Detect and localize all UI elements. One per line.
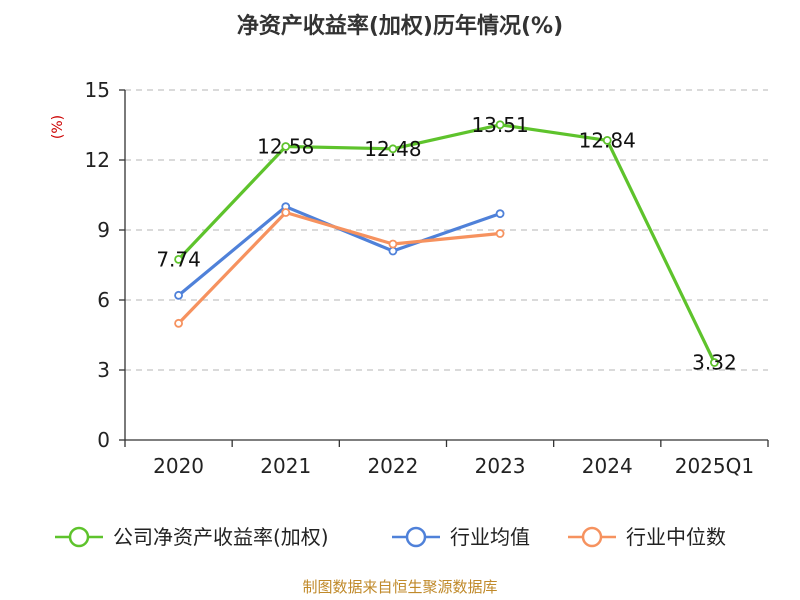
x-tick-label: 2020 (153, 454, 204, 478)
series-line (176, 205, 502, 297)
x-tick-label: 2025Q1 (675, 454, 754, 478)
legend-marker-icon (68, 526, 90, 548)
series-line (176, 123, 717, 365)
series-line (176, 210, 502, 325)
legend-item[interactable]: 行业均值 (392, 525, 530, 549)
y-tick-label: 0 (97, 428, 110, 452)
chart-title: 净资产收益率(加权)历年情况(%) (237, 13, 563, 39)
data-point (174, 290, 183, 300)
data-point (174, 254, 183, 264)
data-point (388, 246, 398, 256)
data-label: 12.84 (579, 128, 636, 152)
axes: 0 3 6 9 12 15 2020 2021 2022 2023 2024 2025Q1 (85, 78, 769, 478)
data-point (281, 142, 291, 151)
x-tick-label: 2021 (260, 454, 311, 478)
legend-label: 公司净资产收益率(加权) (113, 525, 329, 549)
data-point (388, 144, 398, 154)
data-point (495, 229, 505, 238)
data-label: 12.48 (364, 137, 421, 161)
data-label: 13.51 (471, 113, 528, 137)
legend-label: 行业均值 (450, 525, 530, 549)
data-label: 7.74 (156, 247, 201, 271)
x-tick-label: 2023 (475, 454, 526, 478)
data-label: 3.32 (692, 351, 737, 375)
data-point (602, 135, 612, 145)
data-point (710, 358, 719, 367)
y-tick-label: 9 (97, 218, 110, 242)
x-tick-label: 2024 (582, 454, 633, 478)
data-point (495, 120, 505, 130)
source-note: 制图数据来自恒生聚源数据库 (302, 578, 497, 596)
y-tick-label: 6 (97, 288, 110, 312)
y-tick-label: 12 (85, 148, 110, 172)
legend-marker-icon (581, 526, 603, 548)
data-point (495, 209, 505, 219)
series-lines (174, 120, 719, 367)
x-tick-label: 2022 (367, 454, 418, 478)
data-point (174, 318, 183, 328)
y-tick-label: 3 (97, 358, 110, 382)
y-axis-label: (%) (50, 115, 66, 139)
legend-label: 行业中位数 (626, 525, 726, 549)
y-tick-label: 15 (85, 78, 110, 102)
data-label: 12.58 (257, 134, 314, 158)
data-point (281, 208, 291, 217)
legend-marker-icon (405, 526, 427, 548)
legend[interactable]: 公司净资产收益率(加权) 行业均值 行业中位数 (55, 525, 726, 549)
grid-lines (125, 89, 768, 371)
legend-item[interactable]: 行业中位数 (568, 525, 726, 549)
data-point (388, 239, 398, 249)
data-labels: 7.74 12.58 12.48 13.51 12.84 3.32 (156, 113, 736, 375)
legend-item[interactable]: 公司净资产收益率(加权) (55, 525, 329, 549)
